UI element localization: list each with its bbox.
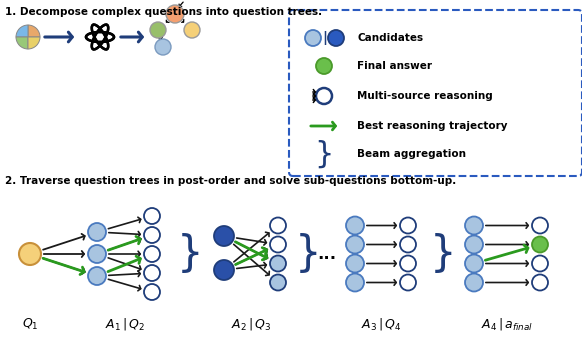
Circle shape (214, 260, 234, 280)
Text: }: } (314, 140, 333, 169)
Text: ...: ... (317, 245, 336, 263)
FancyBboxPatch shape (289, 10, 582, 176)
Circle shape (144, 284, 160, 300)
Circle shape (346, 216, 364, 235)
Circle shape (184, 22, 200, 38)
Text: }: } (177, 233, 203, 275)
Circle shape (144, 265, 160, 281)
Text: 2. Traverse question trees in post-order and solve sub-questions bottom-up.: 2. Traverse question trees in post-order… (5, 176, 456, 186)
Circle shape (465, 274, 483, 291)
Circle shape (465, 216, 483, 235)
Circle shape (465, 236, 483, 253)
Circle shape (400, 255, 416, 272)
Circle shape (144, 246, 160, 262)
Circle shape (532, 255, 548, 272)
Circle shape (270, 237, 286, 252)
Circle shape (155, 39, 171, 55)
Circle shape (532, 218, 548, 234)
Circle shape (270, 218, 286, 234)
Text: Candidates: Candidates (357, 33, 423, 43)
Wedge shape (28, 25, 40, 37)
Text: Beam aggregation: Beam aggregation (357, 149, 466, 159)
Text: }: } (295, 233, 322, 275)
Circle shape (400, 237, 416, 252)
Circle shape (88, 267, 106, 285)
Circle shape (166, 5, 184, 23)
Text: $Q_1$: $Q_1$ (22, 316, 38, 331)
Circle shape (328, 30, 344, 46)
Circle shape (270, 275, 286, 290)
Circle shape (400, 275, 416, 290)
Circle shape (88, 223, 106, 241)
Text: 1. Decompose complex questions into question trees.: 1. Decompose complex questions into ques… (5, 7, 322, 17)
Circle shape (532, 237, 548, 252)
Circle shape (144, 208, 160, 224)
Circle shape (346, 254, 364, 273)
Circle shape (305, 30, 321, 46)
Circle shape (19, 243, 41, 265)
Circle shape (400, 218, 416, 234)
Text: $A_2 \,|\, Q_3$: $A_2 \,|\, Q_3$ (231, 316, 271, 332)
Text: Best reasoning trajectory: Best reasoning trajectory (357, 121, 508, 131)
Text: Final answer: Final answer (357, 61, 432, 71)
Circle shape (83, 20, 117, 54)
Wedge shape (28, 37, 40, 49)
Text: Multi-source reasoning: Multi-source reasoning (357, 91, 493, 101)
Circle shape (346, 236, 364, 253)
Circle shape (144, 227, 160, 243)
Circle shape (346, 274, 364, 291)
Circle shape (270, 255, 286, 272)
Text: $A_1 \,|\, Q_2$: $A_1 \,|\, Q_2$ (105, 316, 144, 332)
Text: $A_4 \,|\, a_{final}$: $A_4 \,|\, a_{final}$ (481, 316, 533, 332)
Text: |: | (322, 31, 328, 45)
Circle shape (88, 245, 106, 263)
Circle shape (532, 275, 548, 290)
Text: }: } (430, 233, 456, 275)
Circle shape (316, 58, 332, 74)
Circle shape (150, 22, 166, 38)
Text: $A_3 \,|\, Q_4$: $A_3 \,|\, Q_4$ (361, 316, 402, 332)
Wedge shape (16, 37, 28, 49)
Circle shape (465, 254, 483, 273)
Circle shape (214, 226, 234, 246)
Wedge shape (16, 25, 28, 37)
Circle shape (316, 88, 332, 104)
